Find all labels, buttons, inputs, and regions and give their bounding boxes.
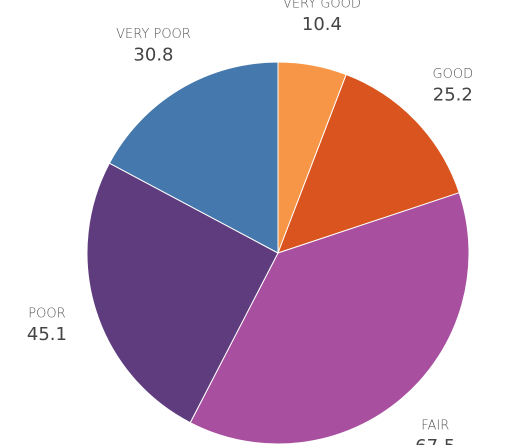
pie-slice (277, 73, 460, 254)
slice-value-label: 25.2 (433, 85, 473, 106)
slice-category-label: GOOD (433, 67, 474, 82)
slice-category-label: VERY GOOD (283, 0, 361, 12)
slice-value-label: 45.1 (27, 324, 67, 345)
slice-value-label: 67.5 (415, 436, 455, 445)
slice-value-label: 30.8 (133, 45, 173, 66)
pie-slice (108, 61, 279, 254)
slice-category-label: VERY POOR (116, 27, 191, 42)
pie-slice (189, 192, 470, 445)
slice-category-label: FAIR (421, 418, 449, 433)
slice-value-label: 10.4 (302, 14, 342, 35)
slice-category-label: POOR (28, 306, 65, 321)
